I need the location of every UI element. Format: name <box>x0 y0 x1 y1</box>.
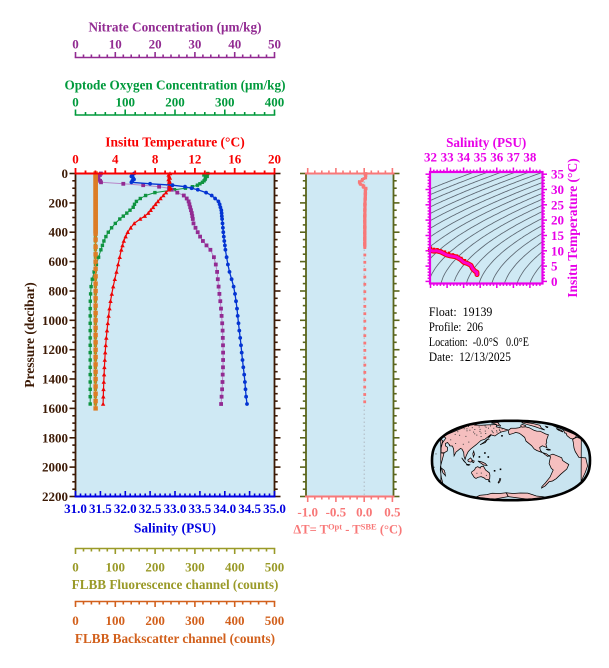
svg-text:300: 300 <box>215 95 235 110</box>
svg-text:33.0: 33.0 <box>164 501 187 516</box>
svg-text:Salinity (PSU): Salinity (PSU) <box>446 135 526 150</box>
svg-text:33.5: 33.5 <box>189 501 212 516</box>
svg-text:20: 20 <box>268 152 281 167</box>
svg-text:16: 16 <box>228 152 242 167</box>
svg-text:400: 400 <box>225 613 245 628</box>
svg-text:-0.5: -0.5 <box>326 505 347 520</box>
svg-text:0: 0 <box>551 274 558 289</box>
svg-text:40: 40 <box>228 37 241 52</box>
svg-text:12: 12 <box>188 152 201 167</box>
svg-text:2000: 2000 <box>42 460 68 475</box>
svg-text:34.0: 34.0 <box>213 501 236 516</box>
svg-text:300: 300 <box>185 560 205 575</box>
svg-text:Float: 19139: Float: 19139 <box>429 305 493 319</box>
svg-text:10: 10 <box>109 37 122 52</box>
svg-text:500: 500 <box>265 560 285 575</box>
svg-text:300: 300 <box>185 613 205 628</box>
svg-text:100: 100 <box>106 613 126 628</box>
svg-text:-1.0: -1.0 <box>297 505 318 520</box>
svg-text:4: 4 <box>112 152 119 167</box>
svg-text:31.5: 31.5 <box>89 501 112 516</box>
svg-text:35: 35 <box>551 167 565 182</box>
svg-text:ΔT= TOpt - TSBE (°C): ΔT= TOpt - TSBE (°C) <box>293 522 402 537</box>
svg-text:FLBB Fluorescence channel (cou: FLBB Fluorescence channel (counts) <box>72 577 279 592</box>
svg-text:100: 100 <box>106 560 126 575</box>
svg-text:0: 0 <box>72 37 79 52</box>
svg-text:33: 33 <box>441 150 455 165</box>
svg-text:800: 800 <box>49 284 69 299</box>
svg-text:35.0: 35.0 <box>263 501 286 516</box>
svg-text:100: 100 <box>115 95 135 110</box>
svg-text:500: 500 <box>265 613 285 628</box>
svg-text:Date: 12/13/2025: Date: 12/13/2025 <box>429 350 511 364</box>
svg-text:1800: 1800 <box>42 430 68 445</box>
svg-text:Profile: 206: Profile: 206 <box>429 320 483 334</box>
svg-text:Location: -0.0°S 0.0°E: Location: -0.0°S 0.0°E <box>429 335 529 349</box>
svg-text:50: 50 <box>268 37 281 52</box>
svg-text:200: 200 <box>145 560 165 575</box>
svg-text:35: 35 <box>474 150 488 165</box>
svg-text:600: 600 <box>49 254 69 269</box>
svg-text:0: 0 <box>72 95 79 110</box>
svg-text:32: 32 <box>424 150 437 165</box>
svg-text:1400: 1400 <box>42 372 68 387</box>
svg-text:0: 0 <box>62 166 69 181</box>
svg-text:400: 400 <box>265 95 285 110</box>
svg-text:200: 200 <box>165 95 185 110</box>
svg-text:36: 36 <box>490 150 504 165</box>
svg-text:400: 400 <box>225 560 245 575</box>
svg-text:5: 5 <box>551 259 558 274</box>
svg-text:32.5: 32.5 <box>139 501 162 516</box>
svg-text:0: 0 <box>72 152 79 167</box>
svg-text:25: 25 <box>551 197 565 212</box>
svg-text:0.5: 0.5 <box>384 505 401 520</box>
svg-text:1000: 1000 <box>42 313 68 328</box>
svg-text:32.0: 32.0 <box>114 501 137 516</box>
svg-text:20: 20 <box>149 37 162 52</box>
svg-text:200: 200 <box>49 195 69 210</box>
svg-text:2200: 2200 <box>42 489 68 504</box>
svg-text:200: 200 <box>145 613 165 628</box>
svg-text:0.0: 0.0 <box>356 505 372 520</box>
svg-text:0: 0 <box>72 560 79 575</box>
svg-text:15: 15 <box>551 228 565 243</box>
svg-text:Insitu Temperature (°C): Insitu Temperature (°C) <box>105 135 244 150</box>
svg-text:Pressure (decibar): Pressure (decibar) <box>22 282 37 388</box>
svg-text:20: 20 <box>551 213 564 228</box>
svg-text:Insitu Temperature (°C): Insitu Temperature (°C) <box>565 158 580 297</box>
svg-text:37: 37 <box>507 150 521 165</box>
svg-text:Nitrate Concentration (μm/kg): Nitrate Concentration (μm/kg) <box>88 20 261 35</box>
svg-text:34.5: 34.5 <box>238 501 261 516</box>
svg-text:Salinity (PSU): Salinity (PSU) <box>134 521 216 536</box>
svg-text:8: 8 <box>152 152 159 167</box>
svg-text:31.0: 31.0 <box>64 501 87 516</box>
svg-text:30: 30 <box>551 182 564 197</box>
svg-text:Optode Oxygen Concentration (μ: Optode Oxygen Concentration (μm/kg) <box>64 78 285 93</box>
svg-text:1600: 1600 <box>42 401 68 416</box>
svg-text:10: 10 <box>551 243 564 258</box>
svg-text:FLBB Backscatter channel (coun: FLBB Backscatter channel (counts) <box>75 631 275 646</box>
svg-text:34: 34 <box>457 150 471 165</box>
svg-text:38: 38 <box>523 150 537 165</box>
svg-text:400: 400 <box>49 225 69 240</box>
svg-text:1200: 1200 <box>42 342 68 357</box>
svg-text:30: 30 <box>188 37 201 52</box>
svg-text:0: 0 <box>72 613 79 628</box>
